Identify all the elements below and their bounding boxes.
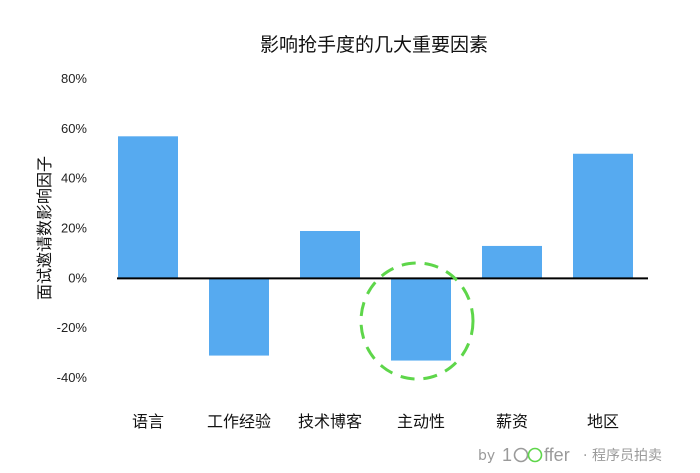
- y-axis-label: 面试邀请数影响因子: [35, 156, 54, 300]
- chart-title: 影响抢手度的几大重要因素: [260, 34, 488, 56]
- watermark-brand-rest: ffer: [544, 445, 570, 465]
- category-label: 技术博客: [298, 412, 362, 431]
- category-label: 主动性: [397, 412, 445, 431]
- bar: [482, 245, 542, 279]
- y-tick-label: 20%: [61, 221, 87, 236]
- watermark-brand-num: 1: [502, 445, 512, 465]
- category-labels: 语言 工作经验 技术博客 主动性 薪资 地区: [132, 412, 619, 431]
- bar: [573, 153, 633, 279]
- watermark-ring-1: [513, 447, 529, 463]
- category-label: 工作经验: [207, 412, 271, 431]
- highlight-ellipse: [359, 261, 475, 381]
- category-label: 薪资: [496, 412, 528, 431]
- bars: [118, 136, 633, 361]
- watermark: by 1 ffer · 程序员拍卖: [478, 445, 662, 465]
- bar: [209, 278, 269, 356]
- bar: [300, 230, 360, 279]
- y-tick-label: -40%: [57, 370, 88, 385]
- watermark-by: by: [478, 448, 495, 464]
- watermark-suffix: 程序员拍卖: [592, 448, 662, 464]
- watermark-dot: ·: [583, 448, 587, 464]
- y-tick-label: 60%: [61, 121, 87, 136]
- category-label: 语言: [132, 412, 164, 431]
- y-tick-label: 0%: [68, 270, 87, 285]
- y-axis-ticks: 80% 60% 40% 20% 0% -20% -40%: [57, 71, 88, 385]
- category-label: 地区: [587, 412, 619, 431]
- y-tick-label: -20%: [57, 320, 88, 335]
- y-tick-label: 40%: [61, 171, 87, 186]
- y-tick-label: 80%: [61, 71, 87, 86]
- bar: [118, 136, 178, 279]
- bar: [391, 278, 451, 361]
- watermark-ring-2: [527, 447, 543, 463]
